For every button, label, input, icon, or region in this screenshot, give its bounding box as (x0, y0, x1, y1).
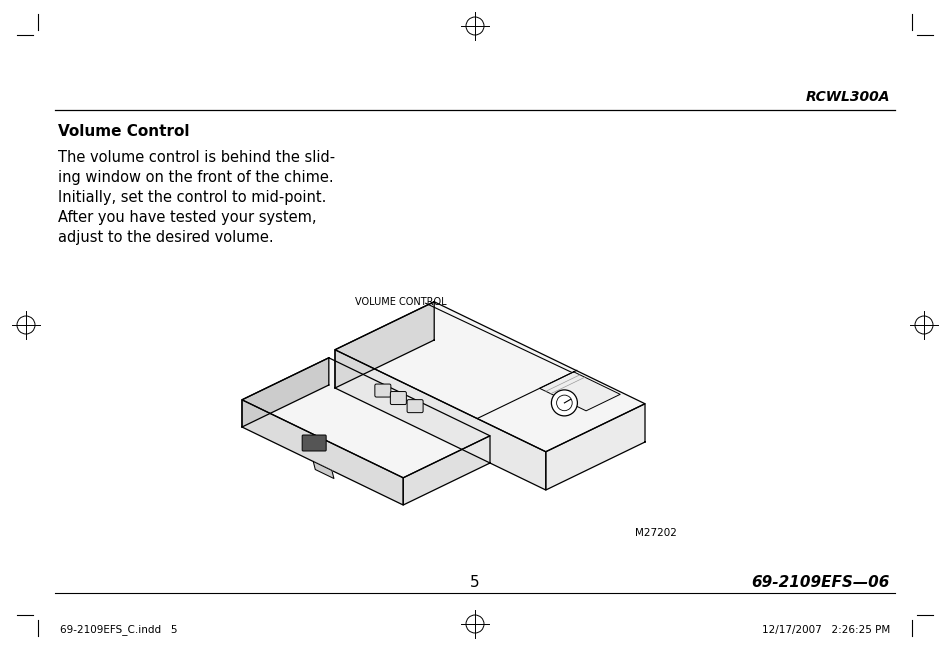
Polygon shape (335, 302, 434, 388)
Polygon shape (242, 358, 490, 478)
FancyBboxPatch shape (375, 384, 390, 397)
Text: Initially, set the control to mid-point.: Initially, set the control to mid-point. (58, 190, 327, 205)
Polygon shape (314, 462, 333, 478)
Polygon shape (242, 400, 403, 505)
Text: adjust to the desired volume.: adjust to the desired volume. (58, 230, 274, 245)
Text: M27202: M27202 (635, 528, 676, 538)
Polygon shape (546, 404, 645, 490)
FancyBboxPatch shape (390, 391, 407, 404)
Polygon shape (335, 302, 645, 452)
Text: The volume control is behind the slid-: The volume control is behind the slid- (58, 150, 335, 165)
Text: VOLUME CONTROL: VOLUME CONTROL (355, 297, 446, 307)
Text: 69-2109EFS—06: 69-2109EFS—06 (751, 575, 890, 590)
FancyBboxPatch shape (408, 400, 423, 413)
Polygon shape (335, 350, 546, 490)
Polygon shape (540, 372, 620, 411)
Text: RCWL300A: RCWL300A (806, 90, 890, 104)
Text: 5: 5 (470, 575, 480, 590)
Circle shape (551, 390, 578, 416)
FancyBboxPatch shape (302, 435, 326, 451)
Text: After you have tested your system,: After you have tested your system, (58, 210, 316, 225)
Text: ing window on the front of the chime.: ing window on the front of the chime. (58, 170, 333, 185)
Polygon shape (403, 436, 490, 505)
Text: 12/17/2007   2:26:25 PM: 12/17/2007 2:26:25 PM (762, 625, 890, 635)
Text: 69-2109EFS_C.indd   5: 69-2109EFS_C.indd 5 (60, 625, 178, 636)
Polygon shape (242, 358, 329, 427)
Text: Volume Control: Volume Control (58, 124, 189, 139)
